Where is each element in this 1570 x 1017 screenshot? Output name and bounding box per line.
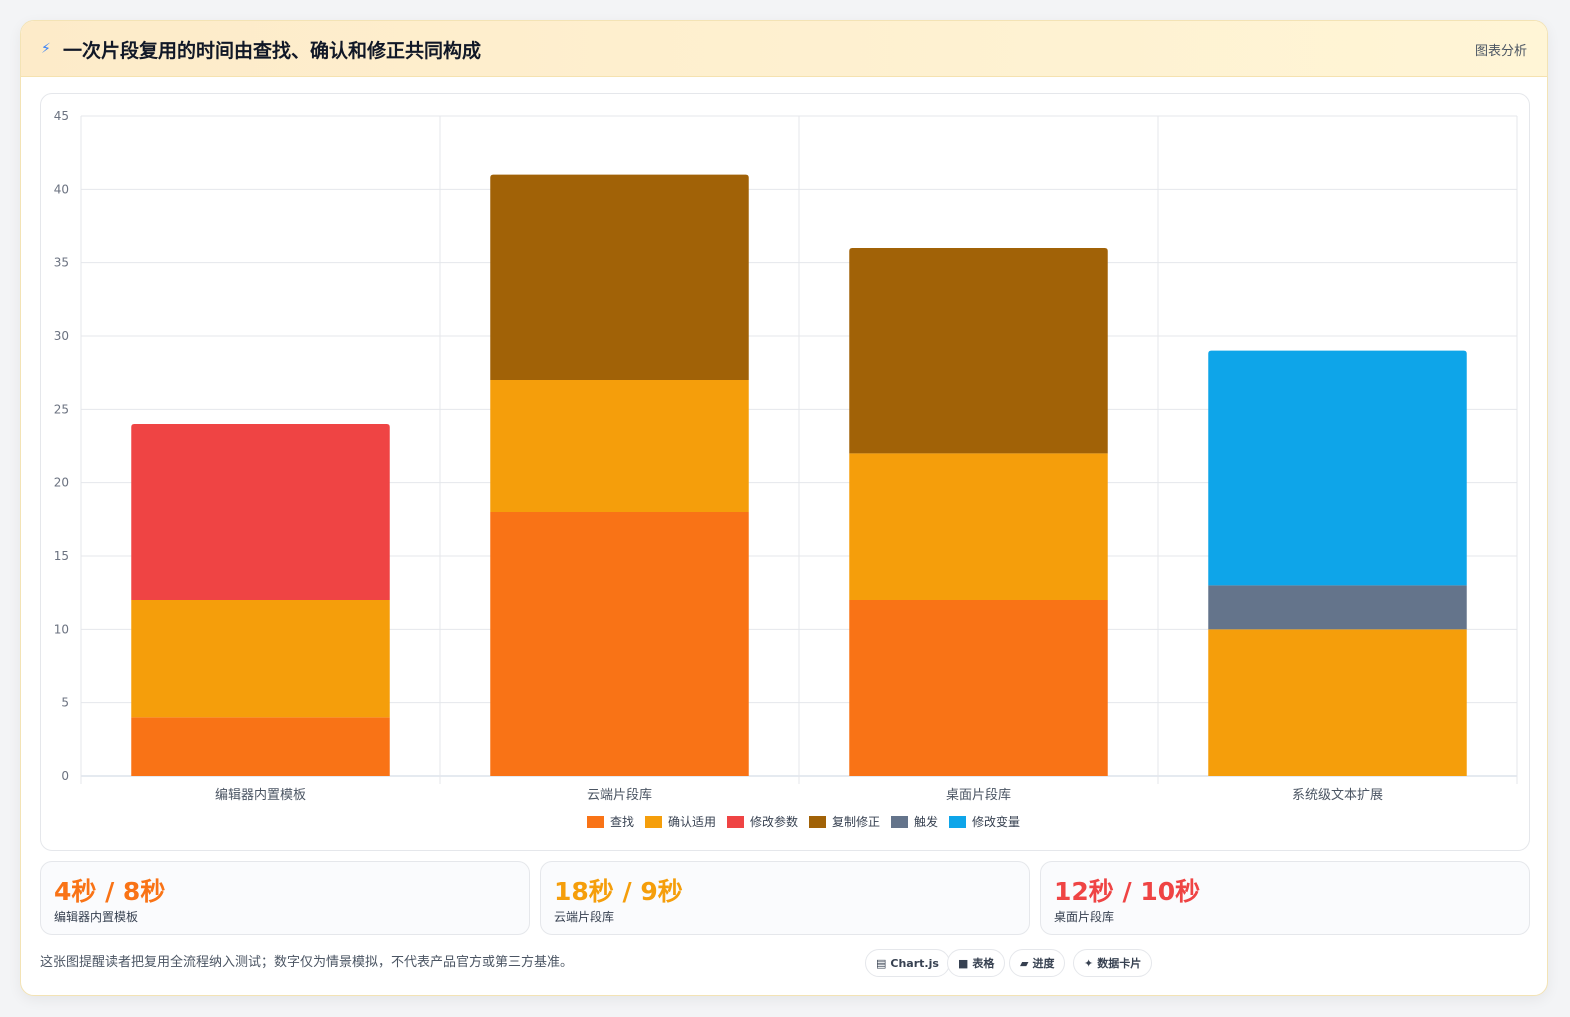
bar-segment [490,174,749,380]
legend-label: 复制修正 [832,814,880,829]
legend-label: 修改变量 [972,814,1020,829]
y-tick-label: 25 [54,402,69,416]
stat-value: 4秒 / 8秒 [54,877,166,906]
bar-segment [849,248,1108,454]
y-tick-label: 20 [54,476,69,490]
chart-analysis-tag[interactable]: 图表分析 [1474,44,1527,59]
stat-card-cloud: 18秒 / 9秒 云端片段库 [540,861,1030,935]
legend-swatch [587,816,604,828]
bar-segment [1208,585,1467,630]
bar-segment [490,512,749,776]
chart-container: 0 5 10 15 20 25 30 35 40 45 编辑器内置模板 云端片段库 桌面片段库 系统级文本… [40,93,1530,851]
legend-swatch [645,816,662,828]
table-icon: ■ [958,956,969,970]
y-tick-label: 15 [54,549,69,563]
stat-label: 桌面片段库 [1054,910,1115,924]
y-tick-label: 45 [54,109,69,123]
bar-segment [131,424,390,600]
bar-segment [490,380,749,512]
chip-chartjs[interactable]: ▤ Chart.js [865,949,950,977]
bar-segment [131,600,390,718]
x-tick-label: 系统级文本扩展 [1292,788,1383,803]
chart-icon: ▤ [876,956,887,970]
card-header: ⚡ 一次片段复用的时间由查找、确认和修正共同构成 图表分析 [21,21,1547,77]
y-tick-label: 30 [54,329,69,343]
legend-label: 修改参数 [750,814,798,829]
chip-label: 表格 [972,957,995,970]
y-tick-label: 0 [61,769,69,783]
legend-swatch [949,816,966,828]
legend-label: 触发 [914,814,938,829]
legend-label: 查找 [610,815,634,829]
x-tick-label: 桌面片段库 [946,787,1011,803]
legend-swatch [891,816,908,828]
y-tick-label: 35 [54,256,69,270]
stat-label: 编辑器内置模板 [54,910,139,924]
sparkle-icon: ✦ [1084,956,1094,970]
stacked-bar-chart: 0 5 10 15 20 25 30 35 40 45 编辑器内置模板 云端片段库 桌面片段库 系统级文本… [54,109,1518,829]
chip-table[interactable]: ■ 表格 [947,949,1006,977]
y-tick-label: 40 [54,182,69,196]
bar-segment [849,600,1108,776]
x-tick-label: 编辑器内置模板 [215,787,306,803]
chip-label: 数据卡片 [1097,957,1142,970]
bolt-icon: ⚡ [41,41,51,57]
chip-progress[interactable]: ▰ 进度 [1009,949,1066,977]
bar-segment [131,717,390,776]
legend-swatch [727,816,744,828]
stat-label: 云端片段库 [554,910,615,924]
stat-value: 12秒 / 10秒 [1054,877,1201,906]
legend-label: 确认适用 [668,815,716,829]
progress-icon: ▰ [1020,956,1029,970]
legend-swatch [809,816,826,828]
x-tick-label: 云端片段库 [587,787,652,803]
chart-card: ⚡ 一次片段复用的时间由查找、确认和修正共同构成 图表分析 0 5 10 15 20 25… [20,20,1548,996]
y-tick-label: 10 [54,622,69,636]
chip-label: Chart.js [890,956,939,970]
bar-segment [1208,629,1467,776]
chart-title: 一次片段复用的时间由查找、确认和修正共同构成 [63,40,482,62]
chip-label: 进度 [1032,957,1055,970]
bar-segment [1208,350,1467,586]
bar-segment [849,453,1108,600]
stat-value: 18秒 / 9秒 [554,877,683,906]
footnote: 这张图提醒读者把复用全流程纳入测试；数字仅为情景模拟，不代表产品官方或第三方基准… [40,955,574,970]
stat-card-editor: 4秒 / 8秒 编辑器内置模板 [40,861,530,935]
stat-card-desktop: 12秒 / 10秒 桌面片段库 [1040,861,1530,935]
chip-data-card[interactable]: ✦ 数据卡片 [1073,949,1153,977]
y-tick-label: 5 [61,696,69,710]
